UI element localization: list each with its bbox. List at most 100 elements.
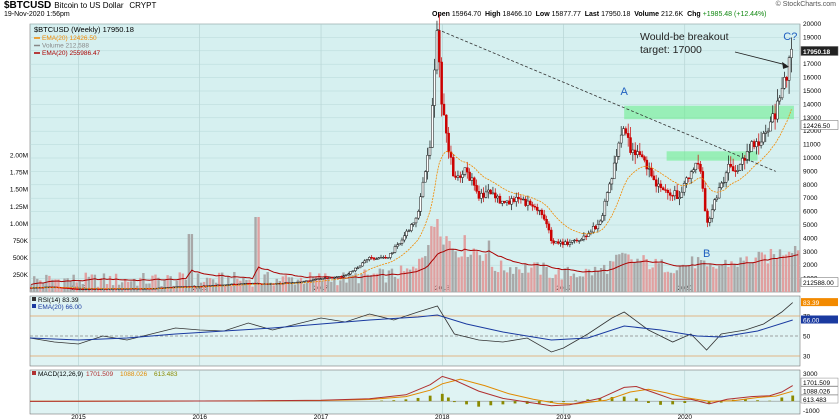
candle-body xyxy=(389,253,392,258)
macd-axis-label: -1000 xyxy=(803,408,820,415)
candle-body xyxy=(447,132,450,153)
volume-bar xyxy=(69,281,72,292)
candle-body xyxy=(755,141,758,148)
volume-bar xyxy=(690,256,694,292)
candle-body xyxy=(76,288,80,290)
macd-marker-box xyxy=(800,394,839,404)
candle-body xyxy=(414,217,418,224)
volume-bar xyxy=(505,272,509,292)
candle-body xyxy=(365,259,369,262)
candle-body xyxy=(762,133,765,143)
candle-body xyxy=(682,183,686,193)
volume-bar xyxy=(75,282,78,292)
candle-body xyxy=(615,156,618,164)
rsi-legend: RSI(14) 83.39 xyxy=(38,297,79,304)
legend-entry: EMA(20) 255986.47 xyxy=(42,50,101,57)
candle-body xyxy=(62,287,66,289)
candle-body xyxy=(524,198,527,206)
candle-body xyxy=(484,191,488,198)
candle-body xyxy=(708,218,712,223)
volume-bar xyxy=(418,258,421,292)
price-axis-label: 2000 xyxy=(803,262,818,269)
volume-bar xyxy=(78,281,81,292)
volume-bar xyxy=(775,258,779,292)
candle-body xyxy=(90,288,94,290)
volume-bar xyxy=(296,279,300,292)
candle-body xyxy=(468,171,471,181)
candle-body xyxy=(375,258,378,260)
callout-arrow xyxy=(734,51,787,66)
candle-body xyxy=(713,199,716,211)
candle-body xyxy=(328,277,331,279)
price-ema-line xyxy=(31,109,792,290)
candle-body xyxy=(176,286,180,288)
candle-body xyxy=(545,219,548,225)
volume-bar xyxy=(127,281,130,292)
volume-bar xyxy=(590,275,594,292)
volume-bar xyxy=(627,254,630,292)
price-axis-label: 8000 xyxy=(803,182,818,189)
candle-body xyxy=(535,206,539,211)
candle-body xyxy=(664,189,667,191)
volume-bar xyxy=(224,284,227,292)
volume-bar xyxy=(333,276,336,292)
candle-body xyxy=(351,270,355,272)
volume-bar xyxy=(393,276,397,292)
candle-body xyxy=(617,142,621,157)
brand-credit: © StockCharts.com xyxy=(775,1,836,8)
candle-body xyxy=(218,284,222,286)
candle-body xyxy=(748,151,751,153)
macd-histogram-bar xyxy=(780,397,784,402)
volume-bar xyxy=(457,257,460,292)
price-axis-label: 7000 xyxy=(803,195,818,202)
candle-body xyxy=(519,198,523,200)
volume-bar xyxy=(706,266,709,292)
candle-body xyxy=(785,77,789,81)
candle-body xyxy=(284,282,287,284)
volume-bar xyxy=(696,257,700,292)
candle-body xyxy=(232,283,236,286)
volume-bar xyxy=(721,264,724,292)
candle-body xyxy=(526,200,530,206)
candle-body xyxy=(88,288,91,291)
candle-body xyxy=(461,174,464,178)
volume-bar xyxy=(536,262,539,292)
candle-body xyxy=(74,288,77,290)
candle-body xyxy=(703,188,707,212)
candle-body xyxy=(435,30,439,71)
candle-body xyxy=(659,183,663,189)
candle-body xyxy=(566,241,569,245)
volume-bar xyxy=(533,262,536,292)
volume-bar xyxy=(375,273,379,292)
volume-bar xyxy=(314,276,318,292)
candle-body xyxy=(554,241,558,244)
candle-body xyxy=(342,275,345,277)
last-value: 17950.18 xyxy=(601,11,631,18)
candle-body xyxy=(598,220,602,225)
candle-body xyxy=(699,163,702,172)
volume-bar xyxy=(663,272,666,292)
candle-body xyxy=(608,183,611,193)
candle-body xyxy=(426,155,429,172)
macd-histogram-bar xyxy=(719,401,723,403)
candle-body xyxy=(776,100,779,120)
volume-value: 212.6K xyxy=(661,11,684,18)
candle-body xyxy=(305,280,308,282)
x-tick-label: 2020 xyxy=(678,414,693,420)
candle-body xyxy=(372,257,376,260)
volume-bar xyxy=(666,271,670,292)
candle-body xyxy=(405,230,408,237)
candle-body xyxy=(312,279,315,281)
candle-body xyxy=(431,105,434,148)
volume-bar xyxy=(709,264,712,292)
candle-body xyxy=(654,179,658,187)
candle-body xyxy=(701,171,705,189)
volume-bar xyxy=(133,278,136,292)
volume-bar xyxy=(451,248,454,292)
volume-bar xyxy=(496,272,500,292)
macd-histogram-bar xyxy=(610,397,614,402)
candle-body xyxy=(521,198,525,201)
candle-body xyxy=(167,286,171,289)
volume-bar xyxy=(578,276,582,292)
candle-body xyxy=(496,195,499,199)
